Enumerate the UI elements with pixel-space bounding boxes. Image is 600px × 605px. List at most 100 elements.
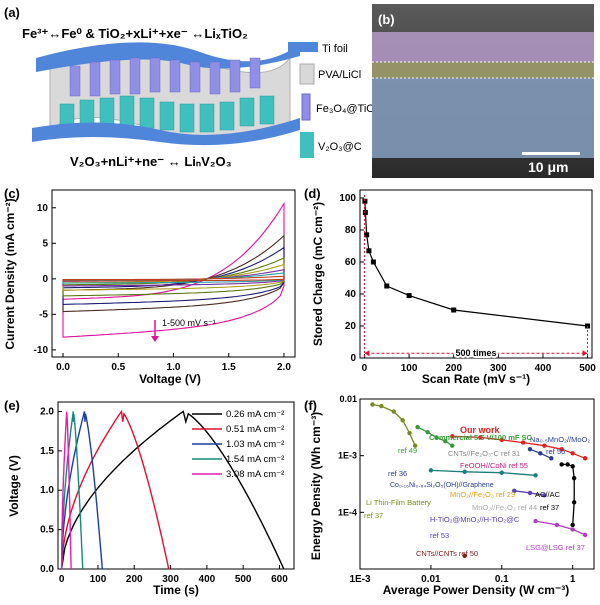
d-xtick-label: 200 <box>445 363 462 374</box>
f-series-point <box>478 435 483 440</box>
panel-e-gcd-chart: (e) 0 100 200 300 400 500 600 0.0 0.5 1.0 1.5 2.0 0… <box>4 398 295 597</box>
f-label-htio: H-TiO₂@MnO₂//H-TiO₂@C <box>430 515 520 524</box>
f-label-our-work: Our work <box>460 425 501 435</box>
sem-gel-layer <box>372 62 594 78</box>
legend-v-swatch <box>300 132 314 158</box>
f-label-ref37a: ref 37 <box>540 503 559 512</box>
c-cv-loop <box>62 201 285 338</box>
f-label-ref49: ref 49 <box>398 446 417 455</box>
e-xtick-label: 0 <box>59 574 65 585</box>
d-xtick-label: 0 <box>362 363 368 374</box>
e-xtick-label: 400 <box>199 574 216 585</box>
c-ylabel: Current Density (mA cm⁻²) <box>3 198 17 349</box>
d-xtick-label: 300 <box>490 363 507 374</box>
c-cv-loop <box>62 257 285 297</box>
f-label-coni: Co₀.₁₆Ni₀.₈₄Si₂O₅(OH)//Graphene <box>390 482 494 489</box>
f-series-point <box>554 522 560 528</box>
f-label-mnofe2: MnO₂//Fe₂O₃ ref 44 <box>472 503 537 512</box>
panel-c-label: (c) <box>4 186 20 201</box>
f-label-ref36: ref 36 <box>388 469 407 478</box>
f-label-lsg: LSG@LSG ref 37 <box>526 543 585 552</box>
e-xtick-label: 100 <box>90 574 107 585</box>
d-ytick-label: 100 <box>339 193 356 204</box>
f-series-point <box>391 409 397 414</box>
f-series-point <box>415 424 420 430</box>
d-span-arrow-left <box>364 350 370 357</box>
e-gcd-curve <box>60 411 72 570</box>
c-ytick-label: 0 <box>42 274 48 285</box>
e-ytick-label: 1.0 <box>40 485 54 496</box>
d-point <box>366 248 372 254</box>
f-series-point <box>462 469 467 474</box>
f-xtick-label: 0.1 <box>495 574 509 585</box>
f-series-point <box>370 402 375 407</box>
f-series-line <box>561 463 575 525</box>
c-xtick-label: 0.0 <box>56 362 70 373</box>
c-ytick-label: 10 <box>37 203 49 214</box>
e-xtick-label: 300 <box>162 574 179 585</box>
d-xtick-label: 100 <box>401 363 418 374</box>
d-ytick-label: 20 <box>345 321 357 332</box>
f-ylabel: Energy Density (Wh cm⁻³) <box>309 412 323 560</box>
e-legend-label: 1.54 mA cm⁻² <box>226 454 284 465</box>
f-ytick-label: 1E-4 <box>338 507 357 517</box>
f-series-point <box>582 456 588 461</box>
f-series-point <box>571 476 577 481</box>
f-label-ref37b: ref 37 <box>364 511 383 520</box>
scale-bar <box>522 152 580 155</box>
f-series-line <box>535 520 586 536</box>
c-xtick-label: 1.5 <box>222 362 236 373</box>
d-span-arrow-right <box>582 350 588 357</box>
d-point <box>362 209 368 215</box>
e-gcd-curve <box>60 411 84 570</box>
f-xtick-label: 1E-3 <box>349 574 371 585</box>
e-gcd-curve <box>60 410 285 570</box>
c-ytick-label: 5 <box>42 238 48 249</box>
f-label-ref53: ref 53 <box>430 531 449 540</box>
d-frame <box>359 189 593 359</box>
legend-v-label: V₂O₃@C <box>318 141 362 153</box>
f-series-point <box>499 470 504 475</box>
f-series-point <box>379 403 384 409</box>
sem-fe-layer <box>372 32 594 62</box>
e-ytick-label: 0.0 <box>40 564 54 575</box>
f-label-namno: Na₀.₅MnO₂//MoO₂ <box>530 435 590 444</box>
f-series-point <box>462 553 467 559</box>
f-series-point <box>434 435 439 440</box>
d-point <box>406 293 412 299</box>
c-annotation: 1-500 mV s⁻¹ <box>162 318 216 328</box>
f-series-point <box>425 429 430 435</box>
panel-a-schematic: (a) Fe³⁺↔Fe⁰ & TiO₂+xLi⁺+xe⁻ ↔LiₓTiO₂ V₂… <box>4 5 372 169</box>
e-xtick-label: 600 <box>271 574 288 585</box>
bottom-reaction: V₂O₃+nLi⁺+ne⁻ ↔ LiₙV₂O₃ <box>70 154 232 169</box>
scale-bar-label: 10 μm <box>528 159 568 175</box>
f-series-point <box>527 447 533 452</box>
f-series-point <box>549 456 554 461</box>
f-ytick-label: 1E-3 <box>338 451 357 461</box>
d-point <box>364 232 370 238</box>
d-point <box>370 259 376 265</box>
f-series-point <box>538 451 543 456</box>
e-legend-label: 0.26 mA cm⁻² <box>226 409 284 420</box>
d-point <box>384 283 390 289</box>
d-ylabel: Stored Charge (mC cm⁻²) <box>311 202 325 346</box>
panel-d-label: (d) <box>304 186 321 201</box>
c-arrowhead <box>151 336 159 342</box>
f-series-point <box>582 532 588 538</box>
legend-pva-label: PVA/LiCl <box>318 69 361 81</box>
panel-a-label: (a) <box>4 5 20 20</box>
d-xtick-label: 500 <box>579 363 596 374</box>
f-series-point <box>400 418 405 423</box>
c-xlabel: Voltage (V) <box>139 372 201 386</box>
f-series-point <box>533 518 538 524</box>
panel-f-label: (f) <box>304 398 317 413</box>
panel-f-ragone-chart: (f) 1E-3 0.01 0.1 1 1E-4 1E-3 0.01 Commercial … <box>304 394 595 597</box>
panel-b-label: (b) <box>378 12 395 27</box>
f-series-point <box>450 434 455 439</box>
legend-fe-label: Fe₃O₄@TiO₂ <box>316 103 372 115</box>
f-label-feooh: FeOOH//CoNi ref 55 <box>460 461 528 470</box>
c-xtick-label: 0.5 <box>111 362 125 373</box>
legend-ti-label: Ti foil <box>322 43 348 55</box>
f-label-commercial: Commercial 5.5 V/100 mF SC <box>429 433 533 442</box>
f-series-point <box>407 430 412 436</box>
